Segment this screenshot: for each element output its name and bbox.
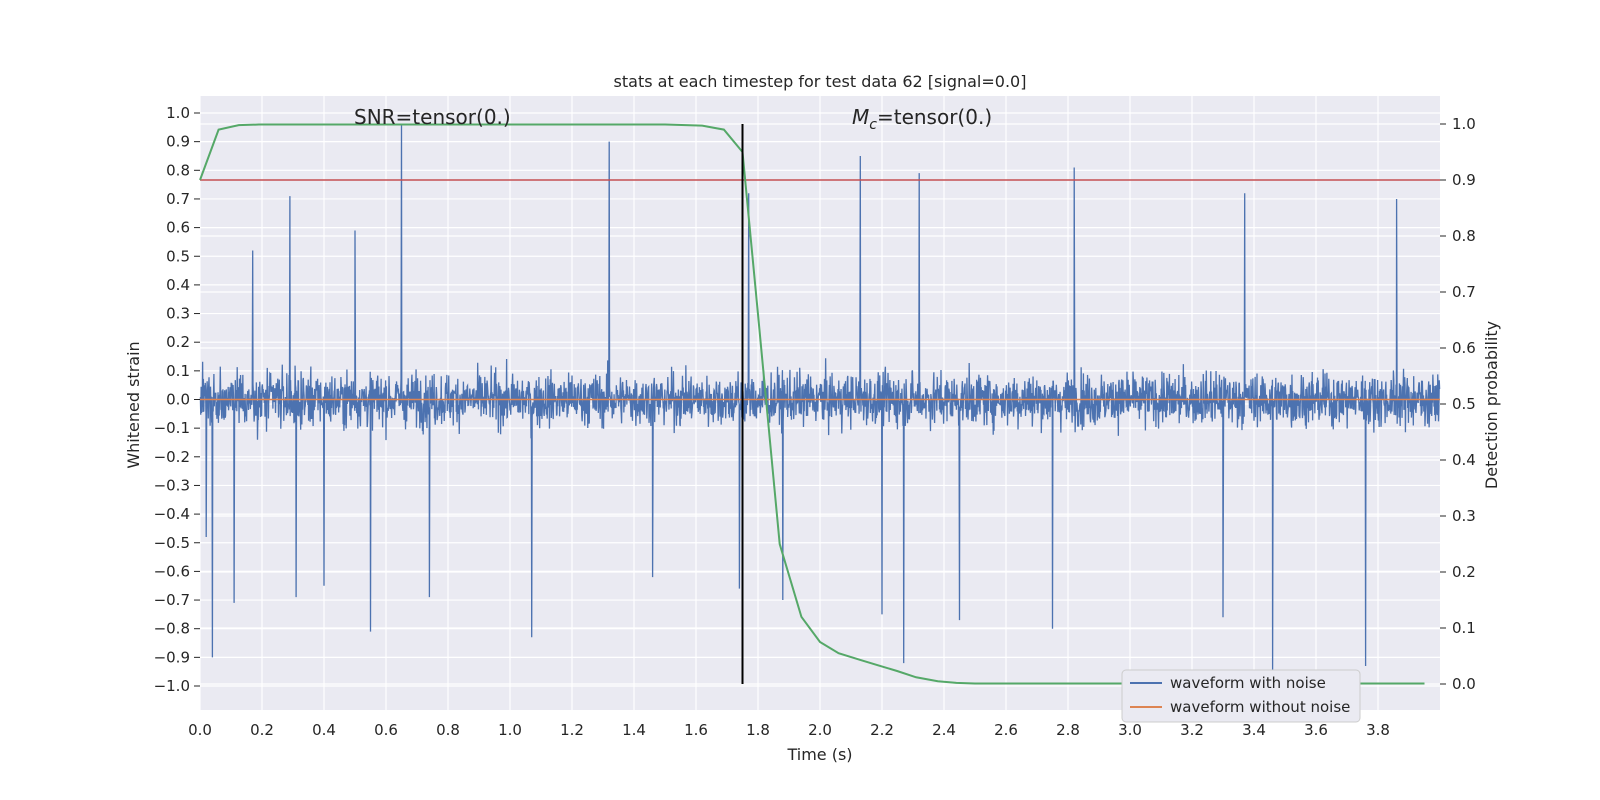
y-tick-label: 0.6 [166,219,190,237]
y-axis-label: Whitened strain [124,341,143,468]
x-tick-label: 0.8 [436,721,460,739]
x-tick-label: 1.6 [684,721,708,739]
chirp-mass-symbol: M [852,105,869,129]
y2-tick-label: 0.3 [1452,507,1476,525]
y-tick-label: 0.7 [166,190,190,208]
chart-title: stats at each timestep for test data 62 … [614,72,1027,91]
legend-noise-label: waveform with noise [1170,674,1326,692]
x-tick-label: 2.4 [932,721,956,739]
x-tick-label: 0.4 [312,721,336,739]
y-tick-label: 0.2 [166,333,190,351]
y-tick-label: 0.1 [166,362,190,380]
x-tick-label: 0.0 [188,721,212,739]
y-tick-label: −0.1 [154,419,190,437]
x-tick-label: 2.2 [870,721,894,739]
x-tick-label: 2.6 [994,721,1018,739]
y-tick-label: 0.4 [166,276,190,294]
y-tick-label: −0.2 [154,448,190,466]
legend-box [1121,669,1361,723]
detection-probability-line [199,123,1425,685]
y2-tick-label: 0.9 [1452,171,1476,189]
y2-tick-label: 0.4 [1452,451,1476,469]
y-tick-label: −0.3 [154,476,190,494]
axes-layer: 1.0 0.9 0.8 0.7 0.6 0.5 0.4 0.3 0.2 0.1 0.0 −0.1 −0.… [154,104,1476,739]
chirp-mass-subscript: c [869,117,877,133]
y-tick-label: −1.0 [154,677,190,695]
x-tick-label: 0.2 [250,721,274,739]
y2-tick-label: 0.8 [1452,227,1476,245]
x-tick-label: 3.6 [1304,721,1328,739]
y-tick-label: −0.5 [154,534,190,552]
y-tick-label: 0.0 [166,391,190,409]
y2-tick-label: 0.0 [1452,675,1476,693]
x-tick-label: 0.6 [374,721,398,739]
x-tick-label: 3.4 [1242,721,1266,739]
y-tick-label: 0.5 [166,247,190,265]
y2-axis-label: Detection probability [1482,321,1501,489]
legend: waveform with noise waveform without noi… [1121,669,1361,723]
waveform-with-noise-line [199,124,1441,672]
x-tick-label: 3.2 [1180,721,1204,739]
y2-tick-label: 0.2 [1452,563,1476,581]
x-tick-label: 1.2 [560,721,584,739]
y2-tick-label: 0.7 [1452,283,1476,301]
chirp-mass-value: =tensor(0.) [877,105,992,129]
chirp-mass-annotation: Mc=tensor(0.) [852,105,992,133]
y-tick-label: −0.8 [154,620,190,638]
y-tick-label: −0.4 [154,505,190,523]
x-tick-label: 2.8 [1056,721,1080,739]
y2-tick-label: 0.1 [1452,619,1476,637]
x-tick-label: 1.0 [498,721,522,739]
y2-tick-label: 1.0 [1452,115,1476,133]
series-layer [199,123,1441,685]
y2-tick-label: 0.6 [1452,339,1476,357]
x-tick-label: 1.4 [622,721,646,739]
y-tick-label: 0.9 [166,133,190,151]
y-tick-label: −0.6 [154,562,190,580]
legend-clean-label: waveform without noise [1170,698,1350,716]
y2-tick-label: 0.5 [1452,395,1476,413]
y-tick-label: 1.0 [166,104,190,122]
y-tick-label: 0.8 [166,161,190,179]
x-tick-label: 3.8 [1366,721,1390,739]
x-tick-label: 1.8 [746,721,770,739]
x-tick-label: 2.0 [808,721,832,739]
y-tick-label: −0.9 [154,648,190,666]
x-axis-label: Time (s) [786,745,852,764]
y-tick-label: 0.3 [166,305,190,323]
y-tick-label: −0.7 [154,591,190,609]
x-tick-label: 3.0 [1118,721,1142,739]
snr-annotation: SNR=tensor(0.) [354,105,511,129]
